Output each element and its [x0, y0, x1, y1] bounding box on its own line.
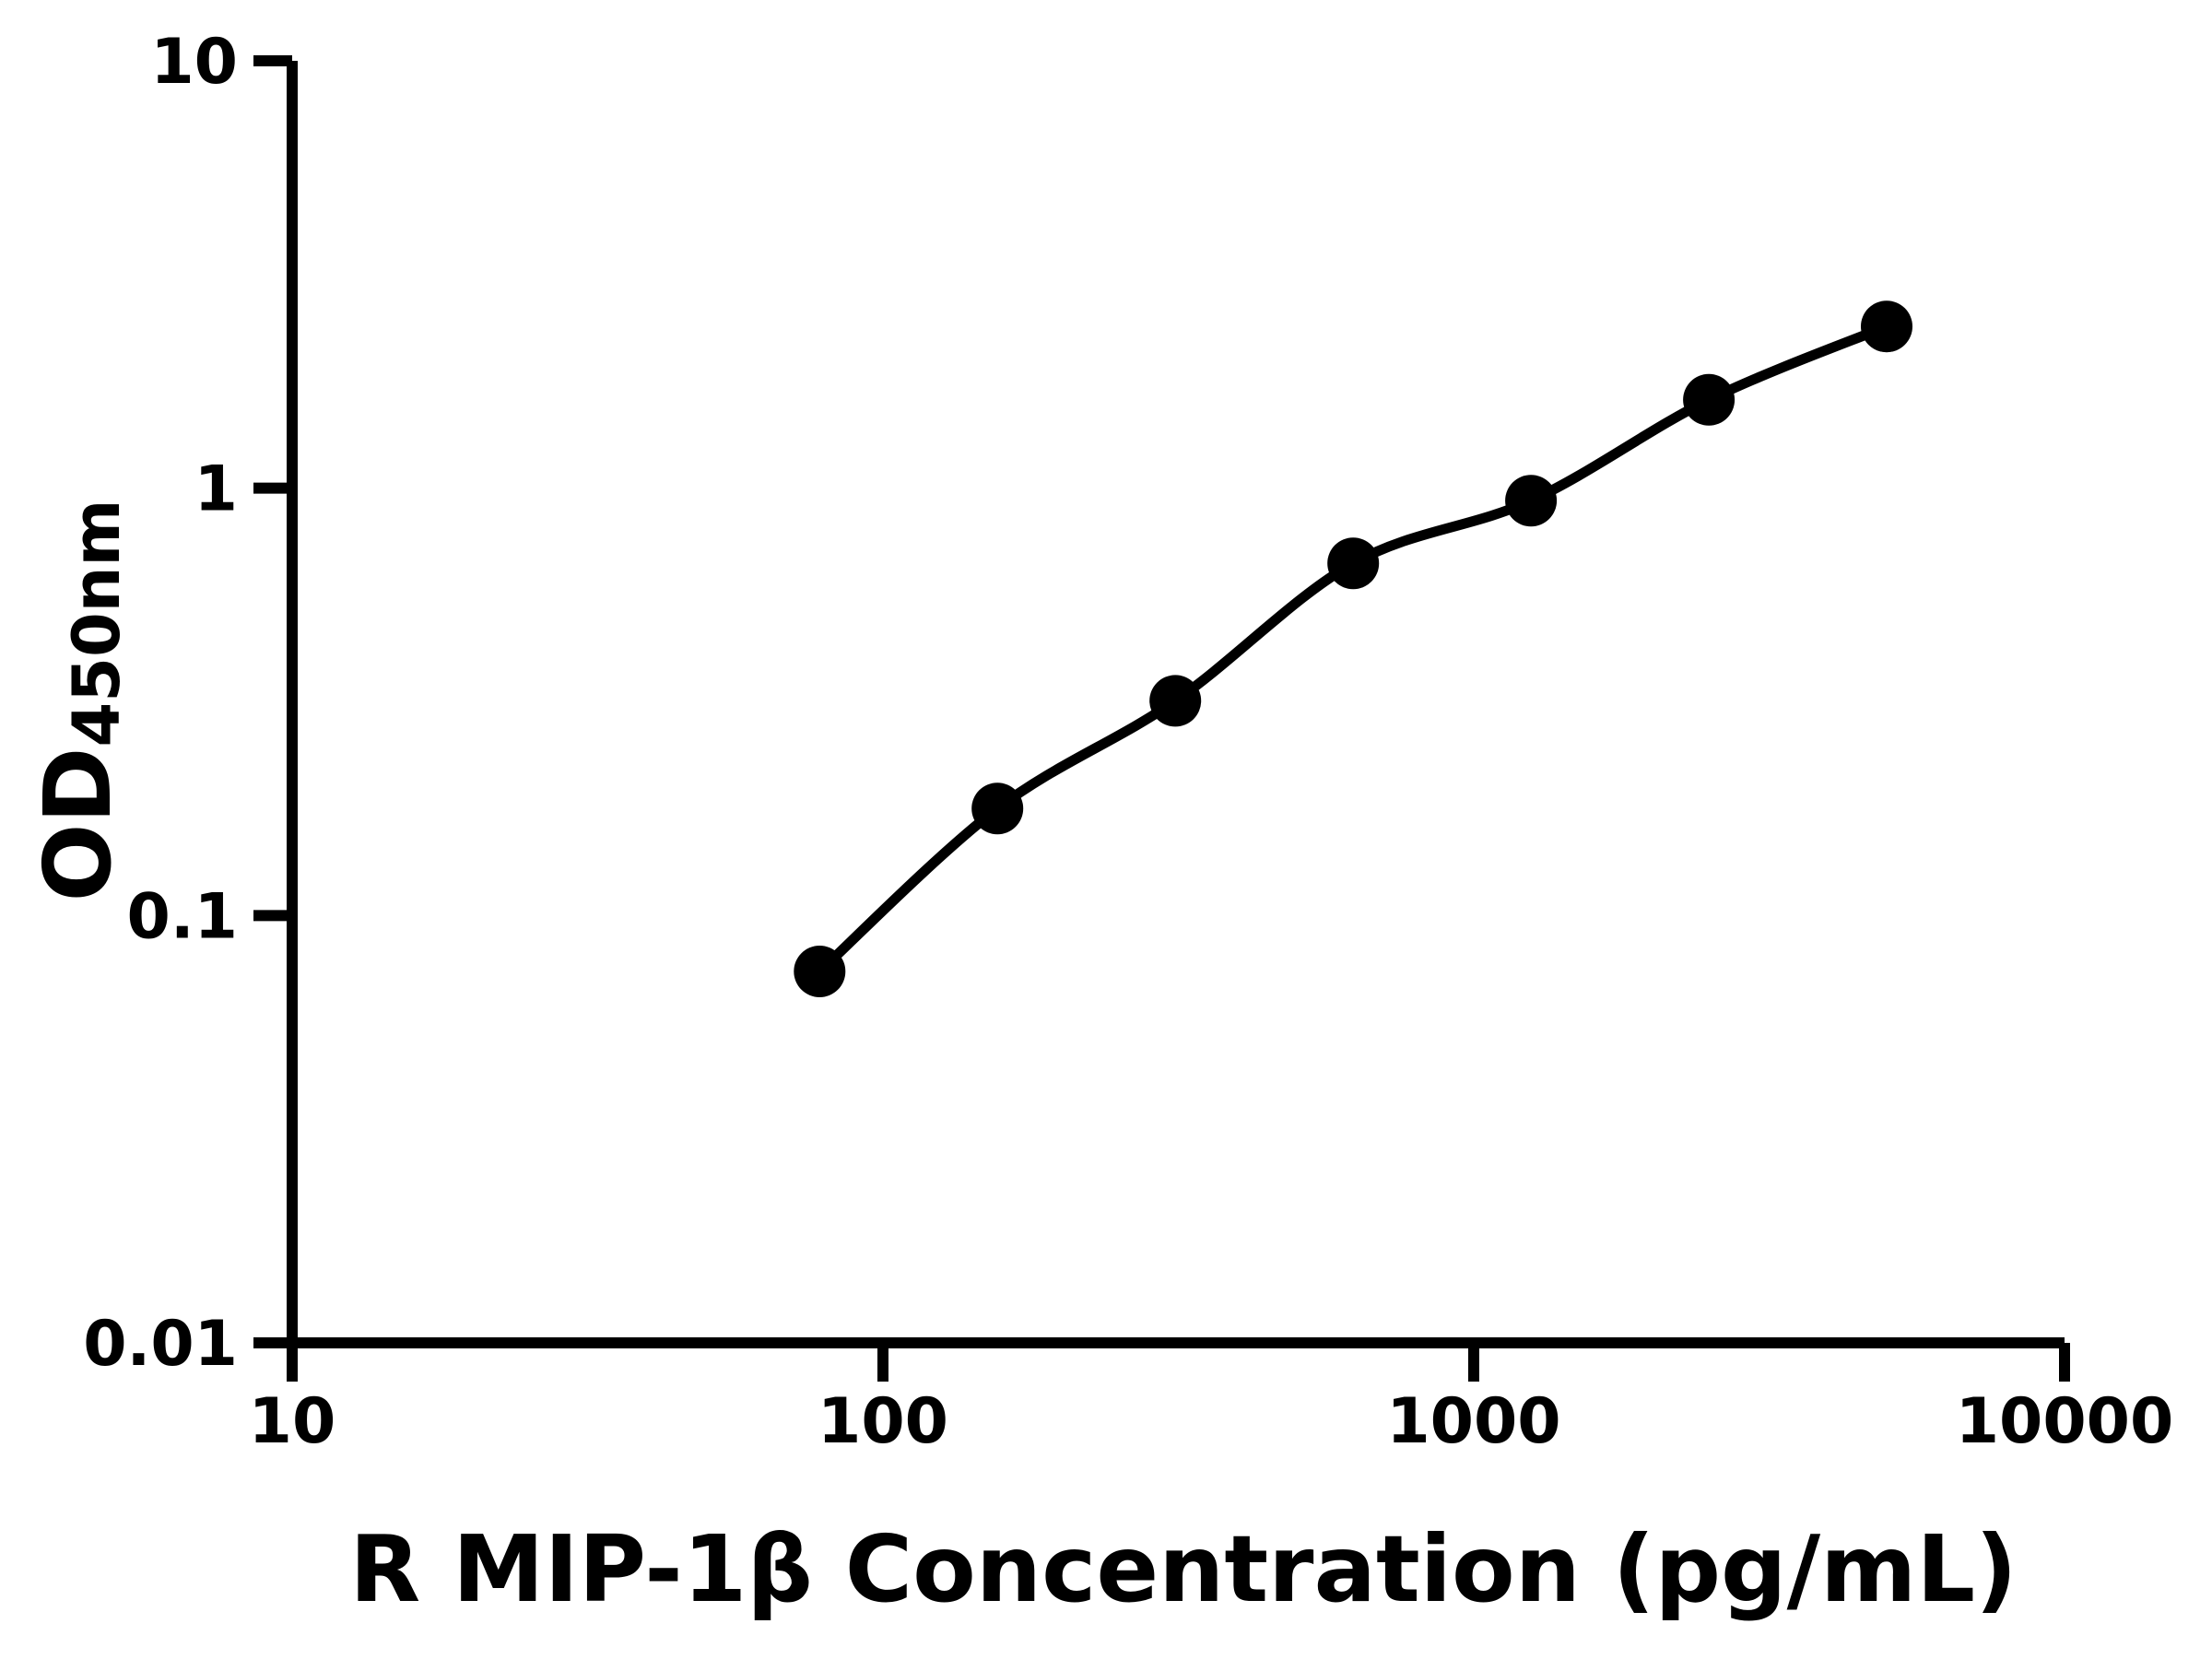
y-axis-label: OD450nm	[24, 500, 135, 902]
data-point-marker	[1327, 537, 1380, 590]
data-point-marker	[1683, 373, 1735, 426]
data-point-marker	[1861, 300, 1912, 353]
standard-curve-line	[816, 322, 1889, 976]
data-point-marker	[1149, 675, 1202, 727]
x-axis-tick-label: 1000	[1386, 1385, 1560, 1458]
y-axis-tick-label: 0.1	[127, 880, 238, 953]
y-axis-label-main: OD	[24, 747, 132, 902]
y-axis-label-subscript: 450nm	[59, 499, 135, 747]
x-axis-tick-label: 10000	[1956, 1385, 2174, 1458]
y-axis-tick-label: 1	[194, 453, 238, 526]
y-axis-tick-label: 10	[150, 26, 238, 99]
x-axis-tick-label: 100	[818, 1385, 948, 1458]
data-point-marker	[971, 782, 1024, 835]
x-axis-tick-label: 10	[249, 1385, 336, 1458]
data-point-marker	[794, 946, 846, 997]
data-point-marker	[1505, 475, 1558, 527]
y-axis-tick-label: 0.01	[83, 1308, 238, 1381]
x-axis-title: R MIP-1β Concentration (pg/mL)	[349, 1515, 2018, 1623]
